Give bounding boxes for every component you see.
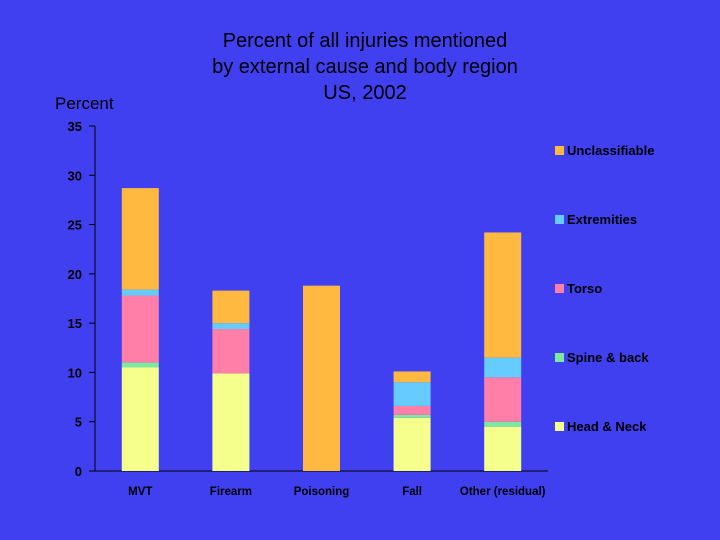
bar-segment (121, 362, 159, 368)
bar-segment (484, 232, 522, 358)
axes: 0 5 10 15 20 25 30 35 (68, 119, 548, 479)
x-category-label: Fall (402, 486, 422, 498)
chart-title-line-1: Percent of all injuries mentioned (222, 30, 508, 52)
legend-label: Unclassifiable (567, 143, 654, 158)
y-tick-label: 25 (68, 218, 82, 233)
bar-segment (121, 295, 159, 363)
bar-segment (393, 382, 431, 406)
legend-label: Torso (567, 281, 602, 296)
x-category-label: Firearm (210, 486, 252, 498)
chart-title-line-2: by external cause and body region (212, 56, 518, 78)
bar-segment (393, 371, 431, 383)
bar-segment (121, 367, 159, 471)
chart-title: Percent of all injuries mentioned by ext… (150, 28, 580, 106)
chart-title-line-3: US, 2002 (323, 82, 407, 104)
bar-segment (484, 421, 522, 427)
legend-swatch (555, 284, 564, 293)
bar-segment (393, 414, 431, 418)
x-category-label: Poisoning (294, 486, 350, 498)
bar-segment (393, 417, 431, 471)
bar-segment (484, 426, 522, 471)
bar-segment (212, 373, 250, 471)
x-category-label: Other (residual) (460, 486, 546, 498)
legend-swatch (555, 146, 564, 155)
y-axis-label: Percent (55, 94, 114, 113)
bar-segment (212, 323, 250, 330)
bar-segment (484, 357, 522, 378)
y-tick-label: 15 (68, 316, 82, 331)
legend-label: Spine & back (567, 350, 649, 365)
bar-segment (121, 188, 159, 290)
bar-segment (212, 290, 250, 324)
bar-segment (121, 289, 159, 296)
y-tick-label: 10 (68, 365, 82, 380)
legend-label: Extremities (567, 212, 637, 227)
bar-segment (484, 377, 522, 422)
y-tick-label: 30 (68, 168, 82, 183)
bar-segment (393, 405, 431, 415)
bars (121, 188, 522, 471)
x-category-label: MVT (128, 486, 152, 498)
y-tick-label: 0 (75, 464, 82, 479)
y-tick-label: 5 (75, 415, 82, 430)
legend-label: Head & Neck (567, 419, 647, 434)
legend-swatch (555, 215, 564, 224)
y-tick-label: 35 (68, 119, 82, 134)
bar-segment (212, 329, 250, 374)
category-labels: MVT Firearm Poisoning Fall Other (residual) (128, 486, 546, 498)
legend-swatch (555, 353, 564, 362)
legend-swatch (555, 422, 564, 431)
y-tick-label: 20 (68, 267, 82, 282)
bar-segment (303, 285, 340, 471)
legend: Unclassifiable Extremities Torso Spine & ba… (555, 143, 654, 434)
